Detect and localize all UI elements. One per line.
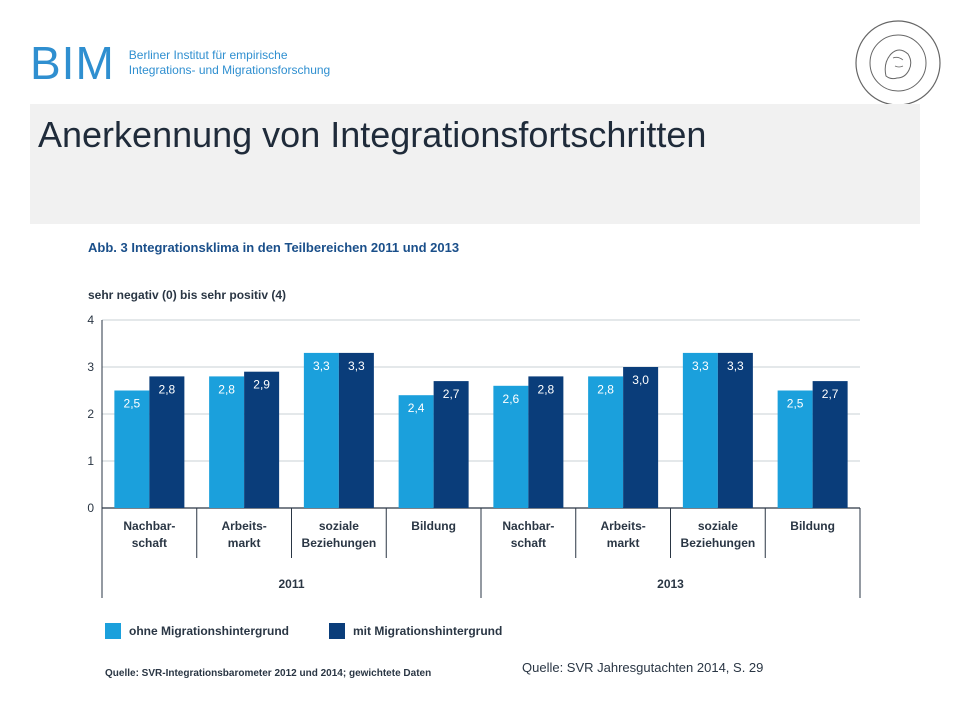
- data-label: 2,8: [538, 382, 555, 396]
- data-label: 2,7: [443, 387, 460, 401]
- y-axis-caption: sehr negativ (0) bis sehr positiv (4): [88, 288, 287, 302]
- category-label: Nachbar-: [502, 519, 554, 533]
- bar-ohne: [209, 376, 245, 508]
- data-label: 3,3: [313, 359, 330, 373]
- data-label: 2,5: [787, 397, 804, 411]
- data-label: 2,4: [408, 401, 425, 415]
- category-label: schaft: [511, 536, 546, 550]
- bar-ohne: [303, 352, 339, 508]
- legend-item-ohne: ohne Migrationshintergrund: [105, 623, 289, 639]
- logo-mark: BIM: [30, 37, 115, 89]
- slide-source: Quelle: SVR Jahresgutachten 2014, S. 29: [522, 660, 764, 675]
- chart: Abb. 3 Integrationsklima in den Teilbere…: [80, 230, 880, 690]
- year-label: 2013: [657, 577, 684, 591]
- bar-mit: [623, 367, 659, 508]
- legend-label-ohne: ohne Migrationshintergrund: [129, 624, 289, 638]
- category-label: Beziehungen: [302, 536, 377, 550]
- bar-ohne: [777, 390, 813, 508]
- bim-logo: BIM Berliner Institut für empirische Int…: [30, 40, 330, 86]
- logo-line-2: Integrations- und Migrationsforschung: [128, 63, 331, 77]
- data-label: 2,8: [597, 382, 614, 396]
- category-label: Beziehungen: [681, 536, 756, 550]
- data-label: 2,8: [159, 382, 176, 396]
- data-label: 2,6: [503, 392, 520, 406]
- data-label: 2,5: [124, 397, 141, 411]
- bar-mit: [433, 381, 469, 508]
- category-label: Arbeits-: [221, 519, 266, 533]
- data-label: 3,3: [692, 359, 709, 373]
- legend-swatch-ohne: [105, 623, 121, 639]
- bar-mit: [149, 376, 185, 508]
- category-label: soziale: [698, 519, 738, 533]
- data-label: 2,7: [822, 387, 839, 401]
- university-seal-icon: [855, 20, 941, 106]
- chart-title: Abb. 3 Integrationsklima in den Teilbere…: [88, 240, 460, 255]
- category-label: Bildung: [790, 519, 835, 533]
- slide-title: Anerkennung von Integrationsfortschritte…: [38, 114, 707, 155]
- data-label: 3,0: [632, 373, 649, 387]
- logo-text: Berliner Institut für empirische Integra…: [129, 48, 330, 78]
- bar-ohne: [682, 352, 718, 508]
- data-label: 3,3: [348, 359, 365, 373]
- category-label: markt: [607, 536, 640, 550]
- legend-label-mit: mit Migrationshintergrund: [353, 624, 503, 638]
- chart-source-note: Quelle: SVR-Integrationsbarometer 2012 u…: [105, 668, 432, 679]
- title-band: Anerkennung von Integrationsfortschritte…: [30, 104, 920, 224]
- chart-plot: 0 1 2 3 4 2,5 2,8 Nachbar-schaft 2,8 2,9 Arbeits-m…: [87, 313, 861, 598]
- category-label: markt: [228, 536, 261, 550]
- bar-ohne: [588, 376, 624, 508]
- data-label: 3,3: [727, 359, 744, 373]
- category-label: schaft: [132, 536, 167, 550]
- bar-ohne: [398, 395, 434, 508]
- bar-mit: [244, 371, 280, 508]
- data-label: 2,9: [253, 378, 270, 392]
- bar-ohne: [493, 385, 529, 508]
- y-tick-label: 4: [87, 313, 94, 327]
- category-label: soziale: [319, 519, 359, 533]
- legend-swatch-mit: [329, 623, 345, 639]
- logo-line-1: Berliner Institut für empirische: [128, 48, 288, 62]
- legend-item-mit: mit Migrationshintergrund: [329, 623, 502, 639]
- bar-mit: [717, 352, 753, 508]
- bar-mit: [338, 352, 374, 508]
- y-tick-label: 1: [87, 454, 94, 468]
- category-label: Nachbar-: [123, 519, 175, 533]
- bar-mit: [528, 376, 564, 508]
- category-label: Arbeits-: [600, 519, 645, 533]
- category-label: Bildung: [411, 519, 456, 533]
- y-tick-label: 3: [87, 360, 94, 374]
- y-tick-label: 2: [87, 407, 94, 421]
- year-label: 2011: [278, 577, 304, 591]
- bar-ohne: [114, 390, 150, 508]
- legend: ohne Migrationshintergrund mit Migration…: [105, 623, 502, 639]
- y-tick-label: 0: [87, 501, 94, 515]
- data-label: 2,8: [218, 382, 235, 396]
- bar-mit: [812, 381, 848, 508]
